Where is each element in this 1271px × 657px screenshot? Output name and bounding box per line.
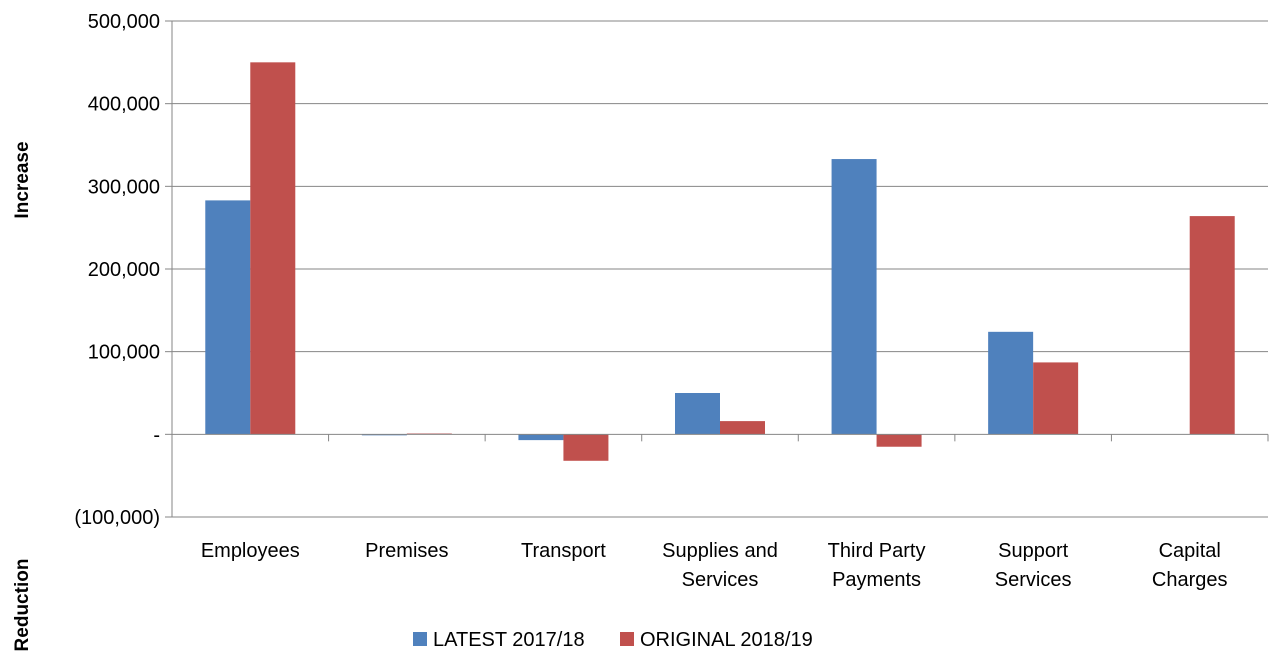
bar xyxy=(1033,362,1079,435)
legend-swatch xyxy=(620,632,634,646)
category-label: Third Party xyxy=(828,540,926,562)
bar xyxy=(518,434,564,441)
y-tick-label: (100,000) xyxy=(74,507,160,529)
axes xyxy=(165,20,1269,518)
bar xyxy=(988,331,1034,435)
category-labels: Employees Premises Transport Supplies and Se… xyxy=(201,540,1228,591)
y-axis-title-reduction: Reduction xyxy=(12,559,33,652)
bar xyxy=(563,434,609,461)
bar xyxy=(876,434,922,447)
category-label: Supplies and xyxy=(662,540,778,562)
bar xyxy=(250,62,296,435)
bar xyxy=(205,200,251,435)
category-label: Employees xyxy=(201,540,300,562)
y-tick-label: - xyxy=(153,424,160,446)
category-label: Charges xyxy=(1152,569,1228,591)
category-label: Payments xyxy=(832,569,921,591)
bar xyxy=(720,421,765,435)
y-tick-label: 300,000 xyxy=(88,176,160,198)
category-label: Premises xyxy=(365,540,448,562)
bar xyxy=(1189,216,1235,435)
legend: LATEST 2017/18 ORIGINAL 2018/19 xyxy=(413,629,813,651)
legend-label: ORIGINAL 2018/19 xyxy=(640,629,813,651)
gridlines xyxy=(172,20,1268,518)
legend-swatch xyxy=(413,632,427,646)
y-tick-label: 400,000 xyxy=(88,94,160,116)
category-label: Support xyxy=(998,540,1068,562)
category-label: Services xyxy=(682,569,759,591)
y-tick-label: 100,000 xyxy=(88,342,160,364)
y-axis-title-increase: Increase xyxy=(12,141,33,218)
bars xyxy=(205,62,1235,461)
category-label: Services xyxy=(995,569,1072,591)
y-tick-labels: 500,000 400,000 300,000 200,000 100,000 - (100… xyxy=(74,11,160,529)
y-tick-label: 200,000 xyxy=(88,259,160,281)
bar xyxy=(831,159,877,435)
category-label: Capital xyxy=(1159,540,1221,562)
bar xyxy=(675,393,720,435)
legend-label: LATEST 2017/18 xyxy=(433,629,585,651)
y-tick-label: 500,000 xyxy=(88,11,160,33)
category-label: Transport xyxy=(521,540,606,562)
